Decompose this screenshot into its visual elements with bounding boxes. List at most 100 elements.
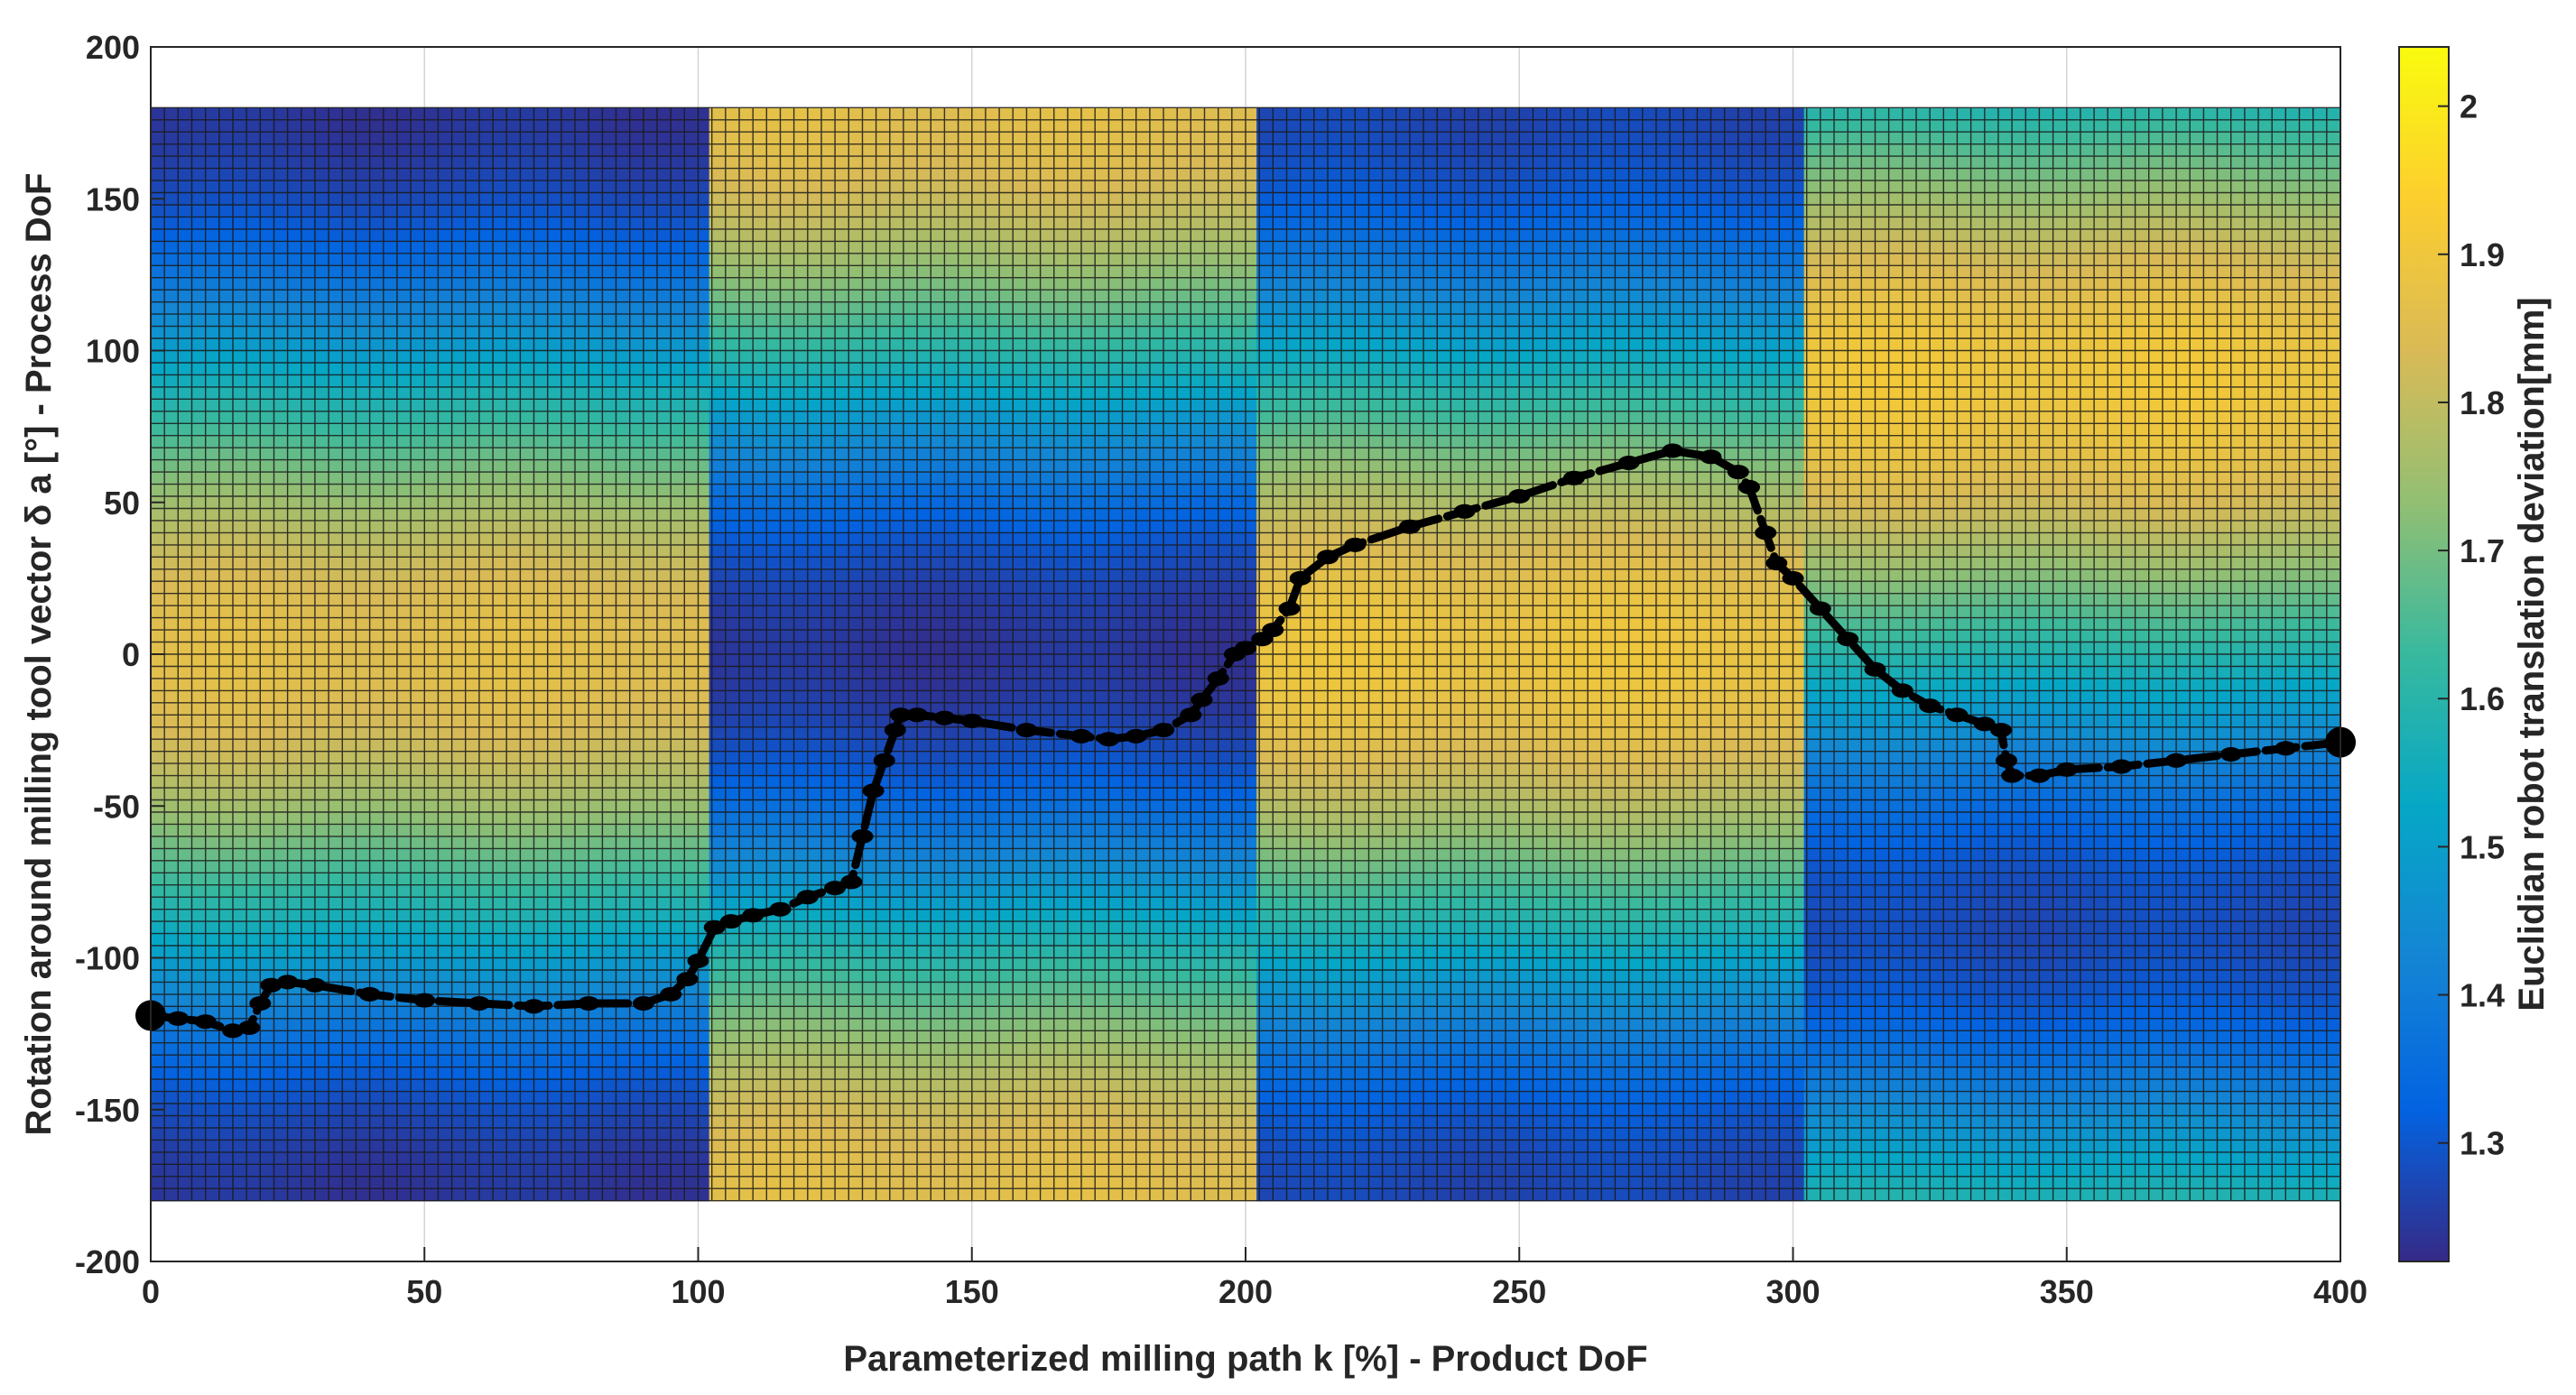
- heatmap-cell: [355, 1091, 370, 1104]
- heatmap-cell: [232, 277, 247, 291]
- heatmap-cell: [314, 350, 329, 364]
- heatmap-cell: [1037, 1042, 1052, 1056]
- heatmap-cell: [709, 836, 724, 849]
- heatmap-cell: [654, 1104, 669, 1117]
- heatmap-cell: [436, 253, 451, 266]
- heatmap-cell: [314, 666, 329, 679]
- heatmap-cell: [314, 642, 329, 655]
- heatmap-cell: [246, 969, 261, 984]
- heatmap-cell: [246, 715, 261, 728]
- heatmap-cell: [449, 1006, 465, 1020]
- heatmap-cell: [164, 472, 179, 485]
- heatmap-cell: [273, 884, 288, 898]
- heatmap-cell: [422, 520, 438, 533]
- heatmap-cell: [436, 156, 451, 170]
- heatmap-cell: [328, 1067, 342, 1080]
- heatmap-cell: [395, 751, 411, 764]
- heatmap-cell: [246, 1055, 261, 1068]
- heatmap-cell: [259, 715, 274, 728]
- heatmap-cell: [368, 277, 384, 291]
- heatmap-cell: [449, 132, 465, 145]
- heatmap-cell: [355, 180, 370, 194]
- heatmap-cell: [641, 1115, 655, 1129]
- heatmap-cell: [178, 326, 192, 339]
- heatmap-cell: [205, 690, 220, 704]
- heatmap-cell: [695, 969, 710, 984]
- heatmap-cell: [464, 1055, 478, 1068]
- heatmap-cell: [368, 1030, 384, 1044]
- heatmap-cell: [614, 1151, 628, 1165]
- heatmap-cell: [273, 241, 288, 254]
- heatmap-cell: [436, 824, 451, 837]
- heatmap-cell: [341, 957, 356, 971]
- heatmap-cell: [286, 204, 301, 218]
- heatmap-cell: [218, 1104, 234, 1117]
- heatmap-cell: [273, 1115, 288, 1129]
- heatmap-cell: [382, 484, 397, 497]
- heatmap-cell: [382, 811, 397, 826]
- heatmap-cell: [368, 957, 384, 971]
- heatmap-cell: [368, 1079, 384, 1093]
- heatmap-cell: [218, 411, 234, 424]
- heatmap-cell: [409, 1055, 424, 1068]
- heatmap-cell: [341, 581, 356, 595]
- heatmap-cell: [341, 180, 356, 194]
- heatmap-cell: [191, 993, 206, 1007]
- heatmap-cell: [368, 204, 384, 218]
- heatmap-cell: [368, 739, 384, 753]
- heatmap-cell: [246, 1115, 261, 1129]
- heatmap-cell: [505, 957, 519, 971]
- heatmap-cell: [709, 873, 724, 886]
- heatmap-cell: [355, 788, 370, 801]
- heatmap-cell: [477, 1079, 492, 1093]
- heatmap-cell: [205, 969, 220, 984]
- heatmap-cell: [409, 544, 424, 558]
- heatmap-cell: [614, 1127, 628, 1141]
- heatmap-cell: [286, 873, 301, 886]
- heatmap-cell: [178, 739, 192, 753]
- heatmap-cell: [273, 290, 288, 303]
- heatmap-cell: [286, 763, 301, 777]
- heatmap-cell: [151, 435, 165, 448]
- heatmap-cell: [395, 1115, 411, 1129]
- heatmap-cell: [818, 1140, 833, 1153]
- heatmap-cell: [464, 1018, 478, 1031]
- heatmap-cell: [205, 897, 220, 910]
- heatmap-cell: [232, 982, 247, 995]
- heatmap-cell: [246, 472, 261, 485]
- heatmap-cell: [246, 448, 261, 461]
- heatmap-cell: [436, 884, 451, 898]
- heatmap-cell: [286, 811, 301, 826]
- heatmap-cell: [259, 666, 274, 679]
- heatmap-cell: [1037, 1140, 1052, 1153]
- heatmap-cell: [654, 969, 669, 984]
- heatmap-cell: [586, 1042, 601, 1056]
- heatmap-cell: [395, 168, 411, 181]
- heatmap-cell: [449, 921, 465, 935]
- heatmap-cell: [205, 228, 220, 242]
- heatmap-cell: [355, 484, 370, 497]
- heatmap-cell: [1037, 1127, 1052, 1141]
- heatmap-cell: [477, 957, 492, 971]
- heatmap-cell: [328, 314, 342, 328]
- heatmap-cell: [409, 520, 424, 533]
- heatmap-cell: [668, 1151, 683, 1165]
- heatmap-cell: [395, 1018, 411, 1031]
- heatmap-cell: [164, 1176, 179, 1189]
- heatmap-cell: [545, 1091, 561, 1104]
- heatmap-cell: [968, 824, 984, 837]
- heatmap-cell: [545, 1140, 561, 1153]
- heatmap-cell: [273, 654, 288, 668]
- heatmap-cell: [355, 496, 370, 510]
- heatmap-cell: [709, 848, 724, 862]
- heatmap-cell: [178, 386, 192, 400]
- heatmap-cell: [164, 411, 179, 424]
- heatmap-cell: [164, 448, 179, 461]
- heatmap-cell: [1146, 824, 1162, 837]
- heatmap-cell: [164, 544, 179, 558]
- heatmap-cell: [368, 156, 384, 170]
- heatmap-cell: [191, 642, 206, 655]
- heatmap-cell: [341, 204, 356, 218]
- heatmap-cell: [218, 1115, 234, 1129]
- heatmap-cell: [151, 642, 165, 655]
